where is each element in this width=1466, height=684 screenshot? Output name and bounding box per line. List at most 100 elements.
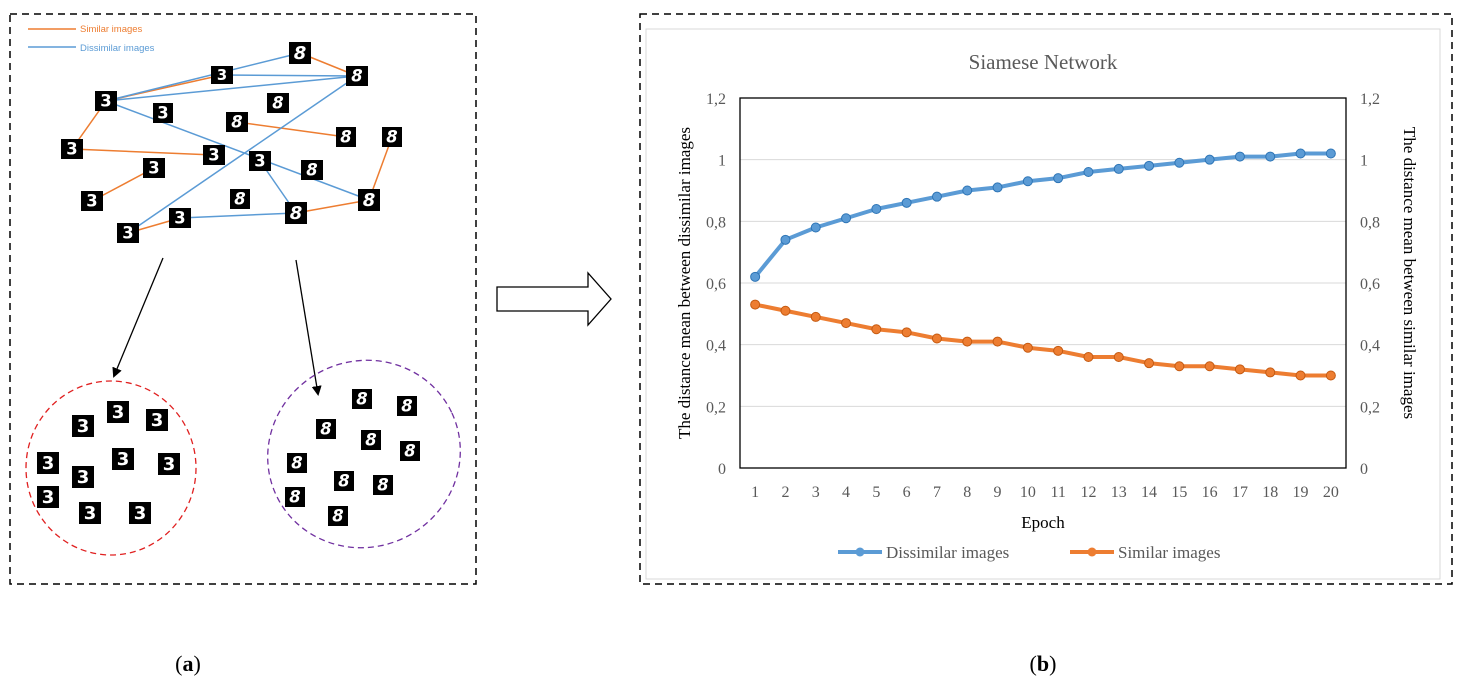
x-tick-label: 16	[1202, 484, 1218, 501]
y-tick-left-label: 0,8	[706, 214, 726, 231]
dissimilar-edge	[221, 74, 358, 77]
cluster-digit-8-image-glyph: 8	[401, 396, 412, 415]
data-point-similar-images	[841, 318, 852, 329]
x-tick-label: 6	[903, 484, 911, 501]
chart-legend: Dissimilar images Similar images	[838, 543, 1220, 562]
y-tick-left-label: 1,2	[706, 91, 726, 108]
cluster-digit-8-image: 8	[316, 419, 336, 439]
cluster-digit-8-image-glyph: 8	[404, 441, 415, 460]
data-point-similar-images	[1053, 345, 1064, 356]
cluster-digit-3-image-tile	[79, 502, 101, 524]
cluster-digit-3-image: 3	[107, 401, 129, 423]
dissimilar-edge	[105, 52, 301, 102]
dissimilar-edge	[179, 212, 297, 219]
panel-a-legend: Similar images Dissimilar images	[28, 24, 155, 54]
cluster-digit-3-image-glyph: 3	[151, 410, 164, 431]
cluster-digit-3-image-tile	[37, 452, 59, 474]
digit-3-image: 3	[153, 103, 173, 123]
cluster-digit-8-image: 8	[287, 453, 307, 473]
data-point-similar-images	[901, 327, 912, 338]
cluster-digit-3-image-tile	[72, 466, 94, 488]
cluster-digit-3-image-tile	[72, 415, 94, 437]
cluster-digit-3-image-glyph: 3	[134, 503, 147, 524]
y-tick-right-label: 0,4	[1360, 338, 1380, 355]
digit-8-image-tile	[358, 189, 380, 211]
data-point-dissimilar-images	[1053, 173, 1064, 184]
cluster-digit-3-image-glyph: 3	[163, 454, 176, 475]
x-tick-label: 4	[842, 484, 850, 501]
digit-3-image-glyph: 3	[66, 139, 77, 158]
panel-b: Siamese Network 0 0,2 0,4 0,6 0,8 1 1,2 0 0,2 0,…	[639, 13, 1453, 676]
data-point-similar-images	[1325, 370, 1336, 381]
legend-label-dissimilar-images: Dissimilar images	[886, 543, 1009, 562]
y-tick-right-label: 0	[1360, 461, 1368, 478]
data-point-dissimilar-images	[962, 185, 973, 196]
data-point-dissimilar-images	[871, 204, 882, 214]
cluster-digit-8-image-tile	[373, 475, 393, 495]
y-tick-right-label: 0,8	[1360, 214, 1380, 231]
cluster-digit-8-image-tile	[361, 430, 381, 450]
x-tick-label: 20	[1323, 484, 1339, 501]
digit-3-image: 3	[61, 139, 83, 159]
caption-a: (a)	[175, 651, 201, 676]
digit-3-image: 3	[249, 151, 271, 171]
cluster-digit-8-image: 8	[400, 441, 420, 461]
cluster-digit-3-image: 3	[112, 448, 134, 470]
series-line-dissimilar-images	[753, 151, 1331, 279]
digit-3-image-glyph: 3	[208, 145, 219, 164]
cluster-digit-3-image: 3	[158, 453, 180, 475]
data-point-similar-images	[780, 305, 791, 316]
digit-3-image: 3	[143, 158, 165, 178]
digit-3-image-tile	[211, 66, 233, 84]
digit-8-image-glyph: 8	[306, 160, 317, 179]
digit-8-image: 8	[285, 202, 307, 224]
digit-3-image-tile	[95, 91, 117, 111]
data-point-dissimilar-images	[810, 222, 821, 233]
digit-8-image: 8	[336, 127, 356, 147]
similar-edge	[71, 148, 215, 156]
cluster-digit-8-image-glyph: 8	[356, 389, 367, 408]
cluster-digit-3-image-glyph: 3	[77, 416, 90, 437]
cluster-digit-8-image-glyph: 8	[332, 506, 343, 525]
digit-8-image-tile	[285, 202, 307, 224]
x-tick-label: 17	[1232, 484, 1248, 501]
data-point-dissimilar-images	[841, 213, 852, 224]
digit-3-image: 3	[81, 191, 103, 211]
cluster-digit-8-image-glyph: 8	[291, 453, 302, 472]
cluster-digit-8-image: 8	[328, 506, 348, 526]
data-point-dissimilar-images	[1295, 148, 1306, 159]
digit-8-image-glyph: 8	[272, 93, 283, 112]
cluster-eights	[267, 359, 461, 549]
cluster-digit-3-image-tile	[129, 502, 151, 524]
cluster-digit-3-image-tile	[112, 448, 134, 470]
digit-8-image-tile	[267, 93, 289, 113]
digit-8-image-glyph: 8	[294, 43, 307, 64]
cluster-digit-3-image: 3	[72, 466, 94, 488]
x-tick-label: 8	[963, 484, 971, 501]
cluster-digit-8-image-glyph: 8	[365, 430, 376, 449]
data-point-similar-images	[750, 299, 761, 310]
x-tick-label: 15	[1171, 484, 1187, 501]
legend-marker-similar-images	[1087, 547, 1097, 557]
cluster-digit-3-image-glyph: 3	[77, 467, 90, 488]
x-tick-label: 11	[1050, 484, 1065, 501]
digit-3-image-tile	[81, 191, 103, 211]
digit-3-image-tile	[169, 208, 191, 228]
digit-8-image: 8	[226, 112, 248, 132]
cluster-digit-3-image: 3	[37, 486, 59, 508]
x-tick-label: 14	[1141, 484, 1157, 501]
transition-arrow	[496, 271, 612, 327]
data-point-dissimilar-images	[992, 182, 1003, 193]
dissimilar-edge	[105, 100, 370, 201]
y-tick-right-label: 1	[1360, 153, 1368, 170]
cluster-digit-8-image-glyph: 8	[320, 419, 331, 438]
digit-3-image-tile	[203, 145, 225, 165]
cluster-digit-3-image-tile	[107, 401, 129, 423]
data-point-similar-images	[931, 333, 942, 344]
digit-3-image-glyph: 3	[100, 91, 111, 110]
dissimilar-edge	[127, 75, 358, 234]
digit-8-image-tile	[301, 160, 323, 180]
digit-8-image-tile	[230, 189, 250, 209]
